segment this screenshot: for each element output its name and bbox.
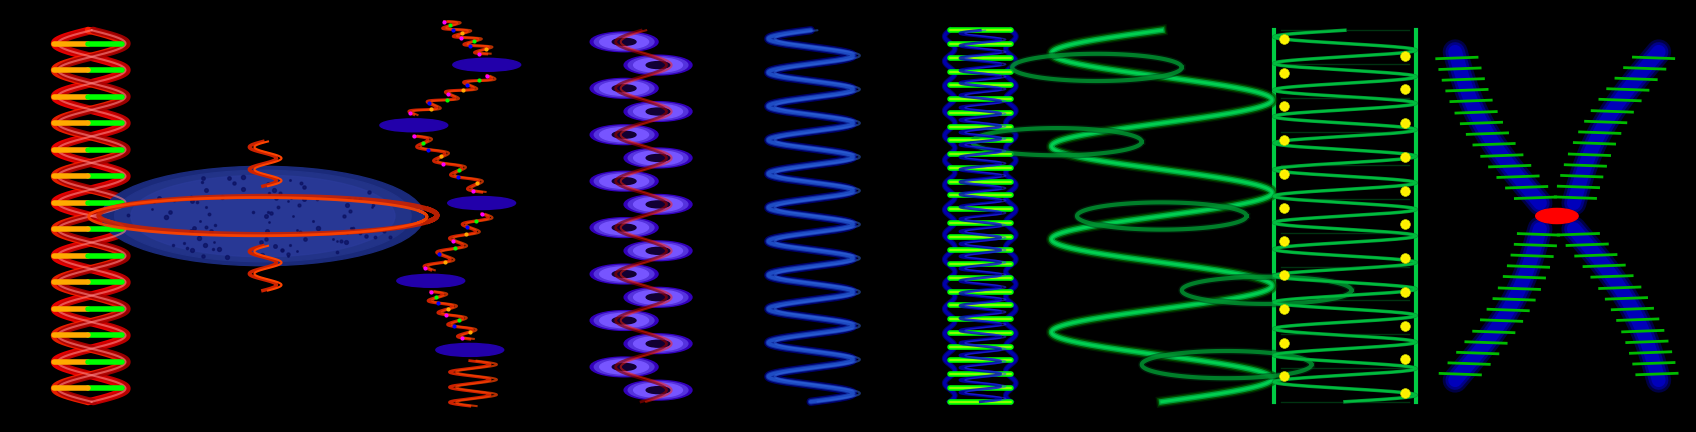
Ellipse shape [594,265,655,283]
Ellipse shape [131,175,395,257]
Ellipse shape [446,345,494,354]
Ellipse shape [628,242,689,260]
Ellipse shape [600,267,648,281]
Ellipse shape [624,194,692,214]
Ellipse shape [634,244,682,258]
Ellipse shape [634,383,682,397]
Ellipse shape [634,58,682,72]
Ellipse shape [600,127,648,142]
Ellipse shape [624,287,692,307]
Ellipse shape [634,151,682,165]
Ellipse shape [646,340,670,347]
Ellipse shape [628,335,689,353]
Ellipse shape [594,312,655,329]
Ellipse shape [646,62,670,69]
Ellipse shape [594,33,655,51]
Ellipse shape [590,264,658,284]
Ellipse shape [628,103,689,120]
Ellipse shape [600,174,648,188]
Ellipse shape [1537,209,1579,224]
Ellipse shape [102,166,424,266]
Ellipse shape [624,102,692,121]
Ellipse shape [590,172,658,191]
Ellipse shape [646,155,670,162]
Ellipse shape [594,79,655,97]
Ellipse shape [600,313,648,327]
Ellipse shape [612,317,636,324]
Ellipse shape [463,60,510,70]
Ellipse shape [436,343,504,356]
Ellipse shape [646,201,670,208]
Ellipse shape [590,125,658,145]
Ellipse shape [634,105,682,119]
Ellipse shape [458,59,516,70]
Ellipse shape [590,311,658,330]
Ellipse shape [646,294,670,301]
Ellipse shape [448,197,516,210]
Ellipse shape [115,170,410,262]
Ellipse shape [600,35,648,49]
Ellipse shape [590,218,658,238]
Ellipse shape [590,32,658,52]
Ellipse shape [646,248,670,254]
Ellipse shape [612,38,636,45]
Ellipse shape [634,197,682,212]
Ellipse shape [594,358,655,375]
Ellipse shape [624,241,692,260]
Ellipse shape [600,360,648,374]
Ellipse shape [612,363,636,370]
Ellipse shape [646,387,670,394]
Ellipse shape [385,120,443,131]
Ellipse shape [624,380,692,400]
Ellipse shape [612,224,636,231]
Ellipse shape [612,178,636,184]
Ellipse shape [628,289,689,306]
Ellipse shape [628,149,689,167]
Ellipse shape [407,276,455,285]
Ellipse shape [646,108,670,115]
Ellipse shape [441,344,499,356]
Ellipse shape [634,337,682,351]
Ellipse shape [628,381,689,399]
Ellipse shape [594,219,655,236]
Ellipse shape [612,270,636,277]
Ellipse shape [600,220,648,235]
Ellipse shape [612,131,636,138]
Ellipse shape [624,55,692,75]
Ellipse shape [590,79,658,98]
Ellipse shape [594,172,655,190]
Ellipse shape [453,197,510,209]
Ellipse shape [458,199,505,208]
Ellipse shape [600,81,648,95]
Ellipse shape [390,121,438,130]
Ellipse shape [624,148,692,168]
Ellipse shape [628,57,689,74]
Ellipse shape [594,126,655,143]
Ellipse shape [634,290,682,305]
Ellipse shape [624,334,692,353]
Ellipse shape [453,58,521,71]
Ellipse shape [590,357,658,377]
Ellipse shape [380,119,448,132]
Ellipse shape [397,274,465,287]
Ellipse shape [612,85,636,92]
Ellipse shape [628,196,689,213]
Ellipse shape [402,275,460,286]
